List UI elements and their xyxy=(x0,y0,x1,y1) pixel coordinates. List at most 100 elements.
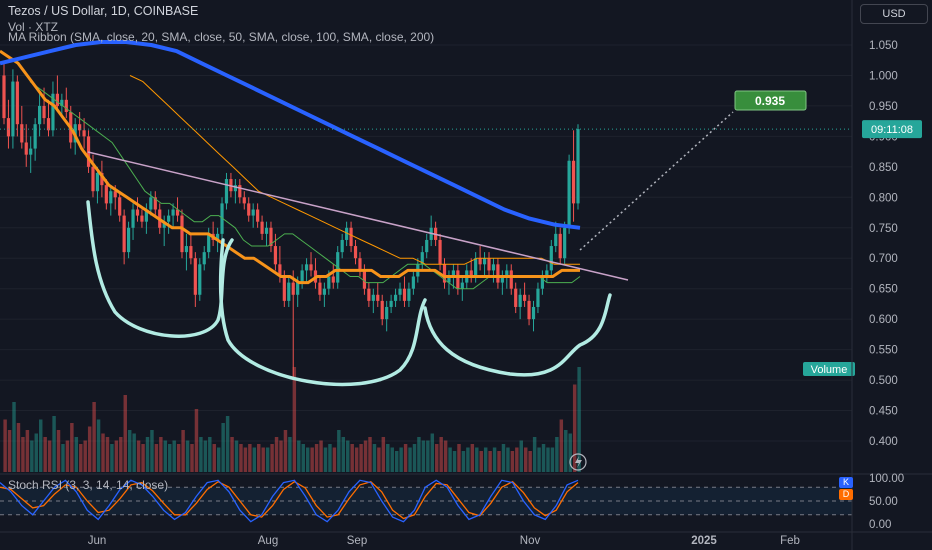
target-price-label: 0.935 xyxy=(755,94,785,108)
candle-body xyxy=(540,276,545,289)
volume-bar xyxy=(25,430,30,472)
stoch-rsi-label[interactable]: Stoch RSI (3, 3, 14, 14, close) xyxy=(8,478,169,492)
volume-bar xyxy=(261,447,265,472)
candle-body xyxy=(264,227,269,234)
volume-bar xyxy=(372,444,377,472)
countdown-label: 09:11:08 xyxy=(871,124,913,136)
volume-bar xyxy=(577,367,581,472)
candle-body xyxy=(247,203,251,216)
volume-bar xyxy=(568,433,572,472)
candle-body xyxy=(545,270,549,277)
volume-bar xyxy=(181,430,185,472)
volume-bar xyxy=(546,447,550,472)
volume-bar xyxy=(105,437,110,472)
ma-ribbon-label[interactable]: MA Ribbon (SMA, close, 20, SMA, close, 5… xyxy=(8,30,435,44)
candle-body xyxy=(309,264,313,271)
candle-body xyxy=(251,209,255,216)
candle-body xyxy=(393,294,398,301)
time-tick-label: Feb xyxy=(780,535,800,547)
candle-body xyxy=(505,270,509,277)
volume-bar xyxy=(16,423,21,472)
volume-bar xyxy=(386,444,390,472)
volume-bar xyxy=(297,440,301,472)
ma100-line xyxy=(129,75,580,265)
volume-bar xyxy=(123,395,127,472)
volume-bar xyxy=(257,444,261,472)
candle-body xyxy=(491,264,496,271)
volume-bar xyxy=(354,447,359,472)
volume-bar xyxy=(248,444,252,472)
candle-body xyxy=(260,221,264,234)
stoch-k-badge: K xyxy=(839,477,853,488)
candle-body xyxy=(20,124,24,143)
candle-body xyxy=(175,209,180,216)
volume-bar xyxy=(79,444,83,472)
candle-body xyxy=(358,258,362,271)
volume-bar xyxy=(412,444,417,472)
volume-bar xyxy=(408,447,412,472)
volume-bar xyxy=(154,444,159,472)
volume-bar xyxy=(56,430,61,472)
candle-body xyxy=(571,160,576,204)
price-tick-label: 0.700 xyxy=(869,253,898,265)
volume-bar xyxy=(305,447,310,472)
volume-bar xyxy=(119,437,123,472)
candle-body xyxy=(380,300,384,320)
volume-bar xyxy=(74,437,79,472)
candle-body xyxy=(282,276,286,301)
volume-bar xyxy=(199,437,203,472)
candle-body xyxy=(215,233,220,240)
candle-body xyxy=(509,270,513,289)
candle-body xyxy=(518,294,522,307)
countdown-badge xyxy=(862,120,922,139)
candle-body xyxy=(567,160,571,228)
candle-body xyxy=(425,239,429,253)
volume-bar xyxy=(461,451,466,472)
volume-bar xyxy=(470,444,475,472)
volume-bar xyxy=(323,447,328,472)
price-tick-label: 1.000 xyxy=(869,70,898,82)
volume-bar xyxy=(555,437,559,472)
candle-body xyxy=(91,166,95,192)
candle-body xyxy=(269,227,273,247)
time-tick-label: Nov xyxy=(520,535,541,547)
candle-body xyxy=(296,282,300,295)
candle-body xyxy=(514,288,518,307)
candle-body xyxy=(11,81,15,137)
volume-bar xyxy=(132,433,136,472)
candle-body xyxy=(95,172,100,192)
time-tick-label: Aug xyxy=(258,535,278,547)
volume-bar xyxy=(403,444,408,472)
candle-body xyxy=(113,191,117,198)
price-tick-label: 0.750 xyxy=(869,223,898,235)
candle-body xyxy=(2,75,6,119)
candle-body xyxy=(171,209,175,216)
candle-body xyxy=(478,258,482,265)
volume-bar xyxy=(101,433,105,472)
volume-bar xyxy=(61,444,65,472)
volume-bar xyxy=(274,437,279,472)
time-tick-label: Sep xyxy=(347,535,367,547)
ma50-line xyxy=(0,49,580,285)
currency-button[interactable]: USD xyxy=(860,4,928,24)
volume-bar xyxy=(159,437,163,472)
symbol-title[interactable]: Tezos / US Dollar, 1D, COINBASE xyxy=(8,4,199,18)
candle-body xyxy=(104,185,108,204)
volume-bar xyxy=(225,416,230,472)
candle-body xyxy=(398,288,402,295)
candle-body xyxy=(318,282,322,295)
candle-body xyxy=(42,105,46,119)
candle-body xyxy=(367,288,371,301)
volume-bar xyxy=(38,419,43,472)
volume-bar xyxy=(457,444,461,472)
volume-bar xyxy=(172,440,176,472)
candle-body xyxy=(233,185,237,192)
target-price-box xyxy=(734,90,807,111)
volume-bar xyxy=(435,444,439,472)
candle-body xyxy=(523,294,527,301)
volume-bar xyxy=(212,444,216,472)
volume-bar xyxy=(519,440,524,472)
volume-indicator-label[interactable]: Vol · XTZ xyxy=(8,20,59,34)
lightning-icon-glyph xyxy=(575,456,582,468)
